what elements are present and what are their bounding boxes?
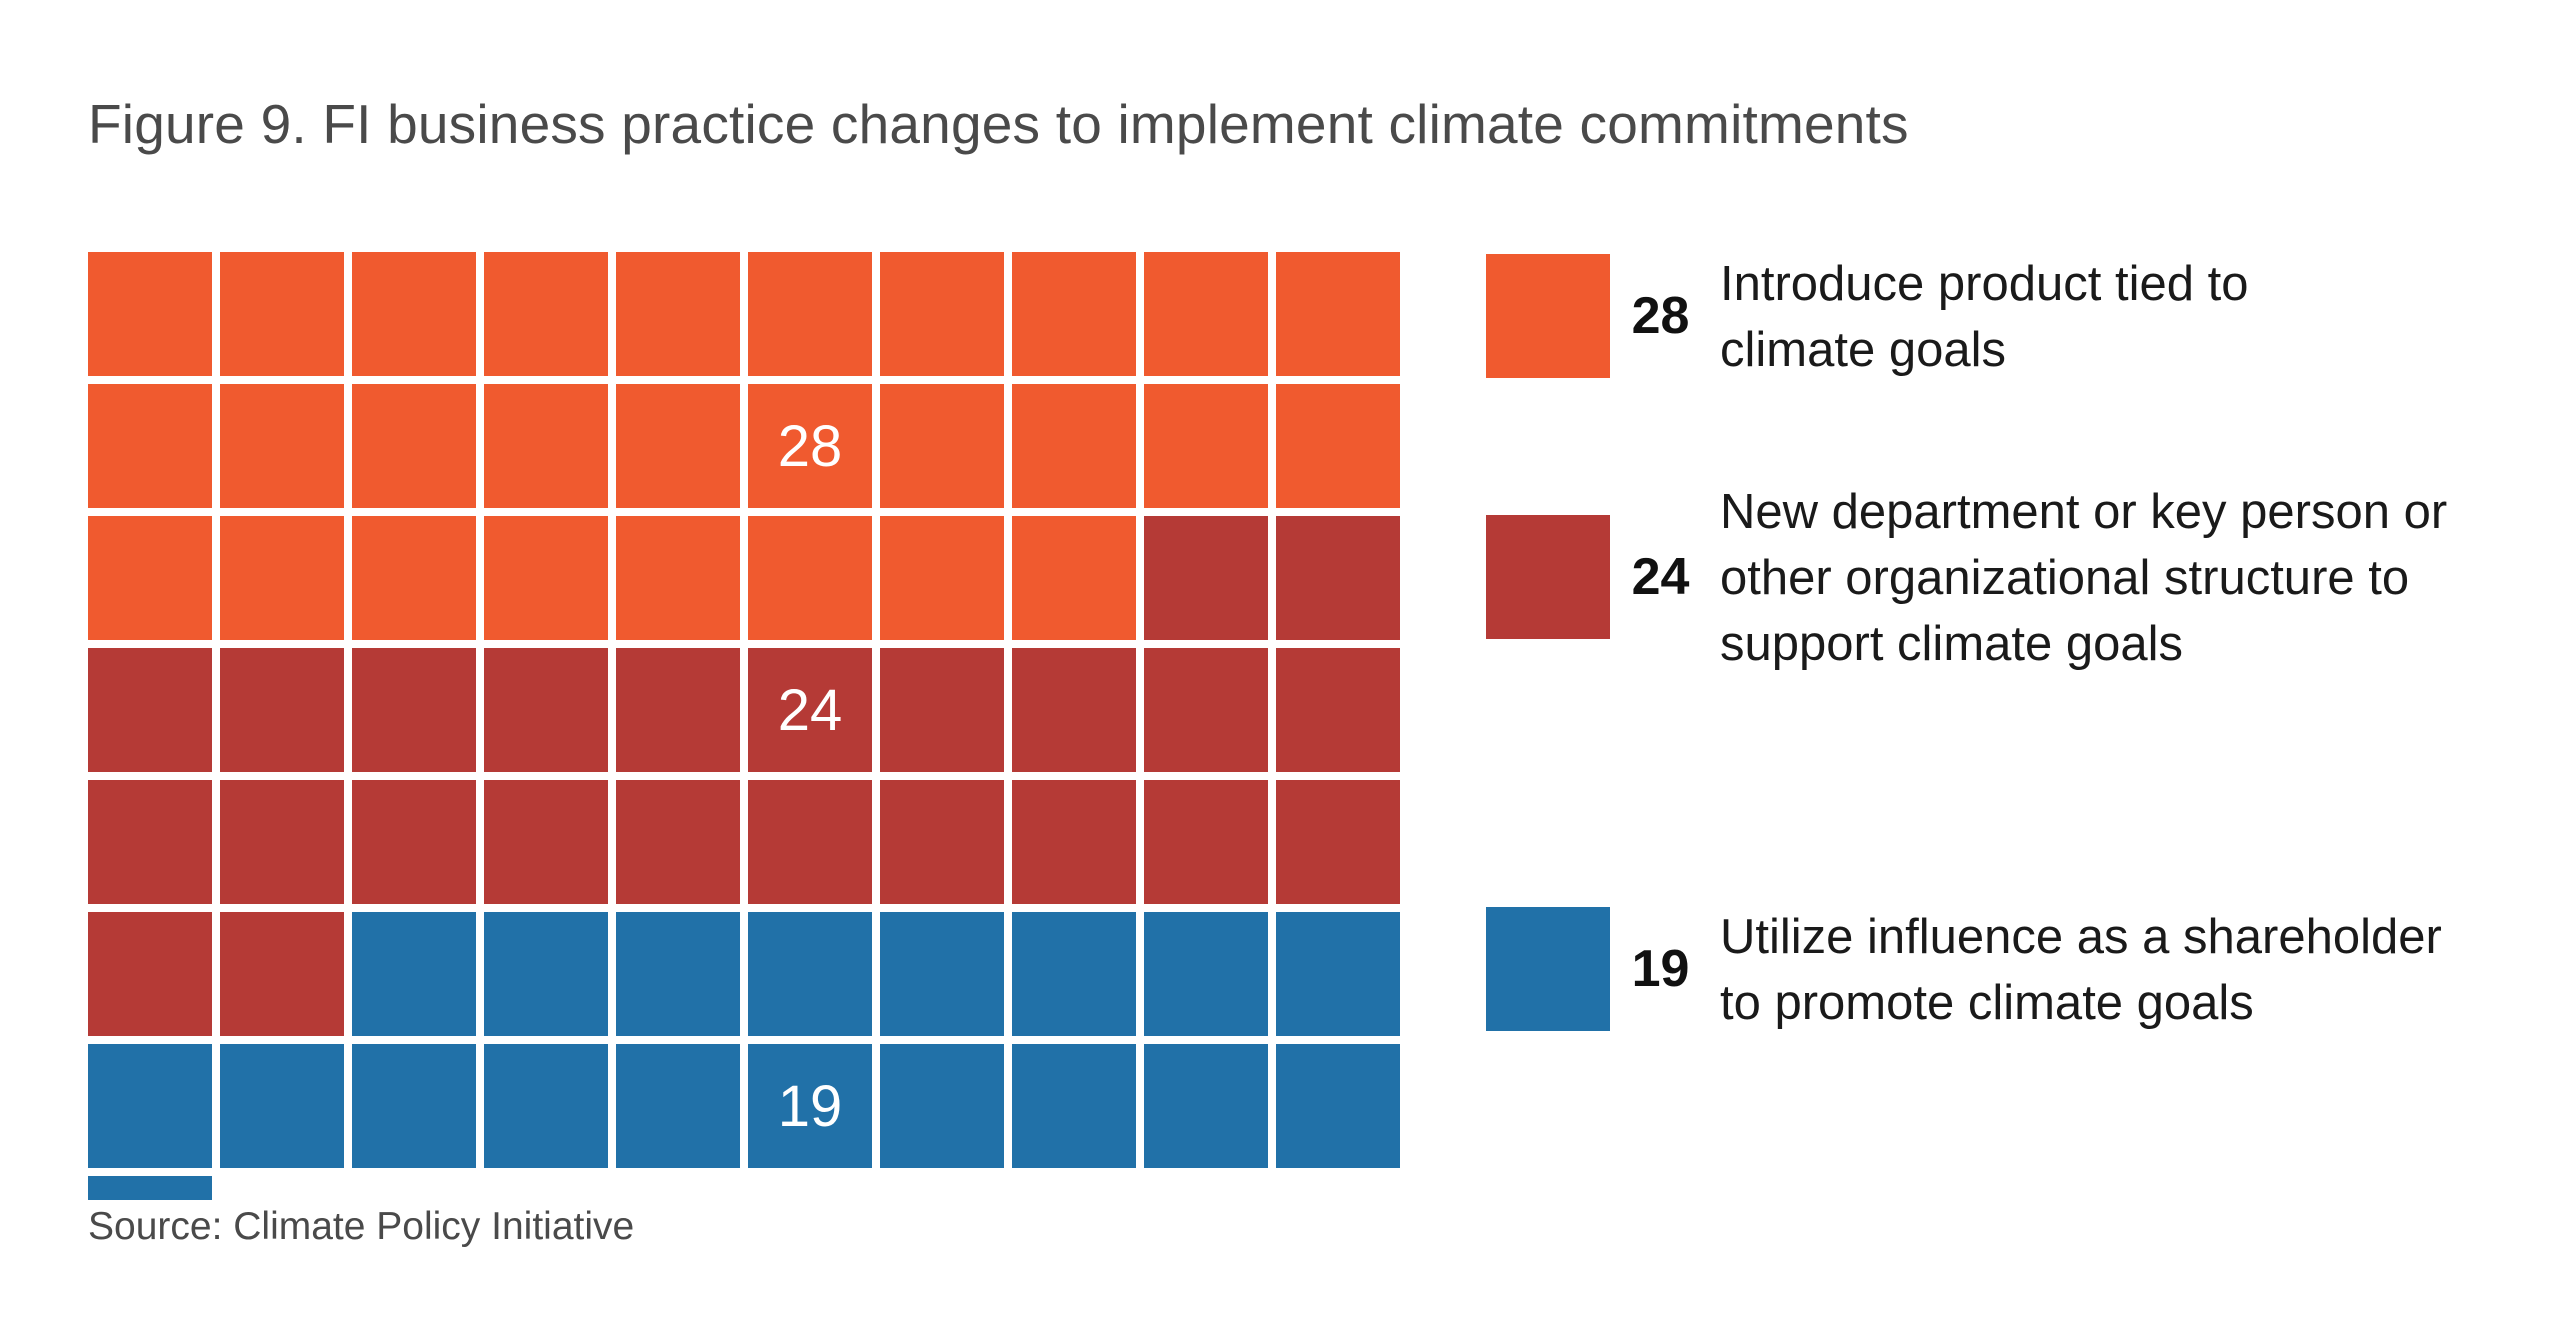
waffle-cell-shareholder — [484, 912, 608, 1036]
waffle-cell-shareholder — [616, 1044, 740, 1168]
legend-value-shareholder: 19 — [1631, 940, 1690, 998]
waffle-cell-department — [616, 780, 740, 904]
legend-label-department: New department or key person or other or… — [1720, 479, 2540, 677]
waffle-label-department: 24 — [778, 678, 843, 743]
waffle-cell-shareholder — [88, 1176, 212, 1200]
waffle-cell-product — [220, 516, 344, 640]
waffle-cell-shareholder — [880, 1044, 1004, 1168]
legend-value-department: 24 — [1631, 548, 1690, 606]
waffle-cell-department — [616, 648, 740, 772]
waffle-cell-department — [1276, 516, 1400, 640]
waffle-cell-shareholder — [616, 912, 740, 1036]
waffle-cell-department — [484, 780, 608, 904]
waffle-cell-shareholder — [748, 912, 872, 1036]
waffle-cell-product — [748, 252, 872, 376]
waffle-label-shareholder: 19 — [778, 1074, 843, 1139]
waffle-cell-product — [484, 252, 608, 376]
legend-item-department: 24 New department or key person or other… — [1486, 485, 2546, 671]
waffle-label-product: 28 — [778, 414, 843, 479]
waffle-cell-product — [880, 516, 1004, 640]
legend-label-line: Introduce product tied to — [1720, 257, 2249, 311]
waffle-cell-shareholder — [1276, 912, 1400, 1036]
waffle-cell-product — [484, 516, 608, 640]
waffle-cell-shareholder — [1144, 1044, 1268, 1168]
waffle-cell-product — [88, 384, 212, 508]
waffle-cell-product — [748, 384, 872, 508]
waffle-cell-shareholder — [484, 1044, 608, 1168]
waffle-cell-product — [616, 384, 740, 508]
waffle-cell-department — [1276, 648, 1400, 772]
waffle-cell-shareholder — [880, 912, 1004, 1036]
waffle-cell-product — [616, 516, 740, 640]
waffle-cell-product — [220, 252, 344, 376]
waffle-cell-product — [1012, 384, 1136, 508]
waffle-cell-department — [484, 648, 608, 772]
waffle-cell-product — [1276, 384, 1400, 508]
waffle-cell-shareholder — [220, 1044, 344, 1168]
legend-item-shareholder: 19 Utilize influence as a shareholder to… — [1486, 907, 2546, 1031]
waffle-cell-department — [88, 912, 212, 1036]
legend-swatch-department — [1486, 515, 1610, 639]
waffle-cell-product — [352, 384, 476, 508]
waffle-cell-department — [88, 648, 212, 772]
waffle-cell-product — [1276, 252, 1400, 376]
waffle-cell-shareholder — [748, 1044, 872, 1168]
waffle-cell-shareholder — [352, 912, 476, 1036]
waffle-cell-product — [220, 384, 344, 508]
waffle-cell-department — [220, 648, 344, 772]
legend-label-product: Introduce product tied to climate goals — [1720, 251, 2540, 383]
waffle-cell-department — [1144, 648, 1268, 772]
waffle-cell-product — [880, 384, 1004, 508]
waffle-cell-department — [748, 780, 872, 904]
waffle-cell-shareholder — [1012, 1044, 1136, 1168]
waffle-cell-product — [616, 252, 740, 376]
waffle-cell-department — [1012, 780, 1136, 904]
legend-label-shareholder: Utilize influence as a shareholder to pr… — [1720, 904, 2540, 1036]
waffle-chart: 28 24 19 — [88, 252, 1400, 1200]
legend-label-line: Utilize influence as a shareholder — [1720, 910, 2442, 964]
waffle-cell-product — [352, 252, 476, 376]
waffle-cell-product — [88, 252, 212, 376]
waffle-cell-department — [1012, 648, 1136, 772]
waffle-cell-department — [352, 780, 476, 904]
waffle-cell-shareholder — [1012, 912, 1136, 1036]
waffle-cell-department — [88, 780, 212, 904]
waffle-cell-product — [88, 516, 212, 640]
legend-swatch-shareholder — [1486, 907, 1610, 1031]
legend-item-product: 28 Introduce product tied to climate goa… — [1486, 254, 2546, 378]
legend-label-line: to promote climate goals — [1720, 976, 2254, 1030]
waffle-cell-department — [1144, 516, 1268, 640]
legend-label-line: support climate goals — [1720, 617, 2184, 671]
waffle-cell-department — [352, 648, 476, 772]
waffle-cell-product — [748, 516, 872, 640]
waffle-cell-product — [1012, 252, 1136, 376]
waffle-cell-product — [1012, 516, 1136, 640]
waffle-cell-shareholder — [1144, 912, 1268, 1036]
waffle-cell-shareholder — [88, 1044, 212, 1168]
legend-swatch-product — [1486, 254, 1610, 378]
waffle-cell-product — [352, 516, 476, 640]
waffle-cell-department — [220, 912, 344, 1036]
waffle-cell-product — [1144, 384, 1268, 508]
waffle-cell-department — [880, 648, 1004, 772]
waffle-cell-shareholder — [352, 1044, 476, 1168]
legend-label-line: New department or key person or — [1720, 485, 2448, 539]
legend-value-product: 28 — [1631, 287, 1690, 345]
source-note: Source: Climate Policy Initiative — [88, 1205, 635, 1248]
legend-label-line: other organizational structure to — [1720, 551, 2410, 605]
waffle-cell-department — [880, 780, 1004, 904]
chart-title: Figure 9. FI business practice changes t… — [88, 93, 1909, 155]
waffle-cell-department — [748, 648, 872, 772]
waffle-cell-department — [1276, 780, 1400, 904]
waffle-cell-department — [1144, 780, 1268, 904]
waffle-cell-product — [484, 384, 608, 508]
waffle-cell-product — [880, 252, 1004, 376]
legend-label-line: climate goals — [1720, 323, 2006, 377]
waffle-cell-shareholder — [1276, 1044, 1400, 1168]
waffle-cell-department — [220, 780, 344, 904]
waffle-cell-product — [1144, 252, 1268, 376]
